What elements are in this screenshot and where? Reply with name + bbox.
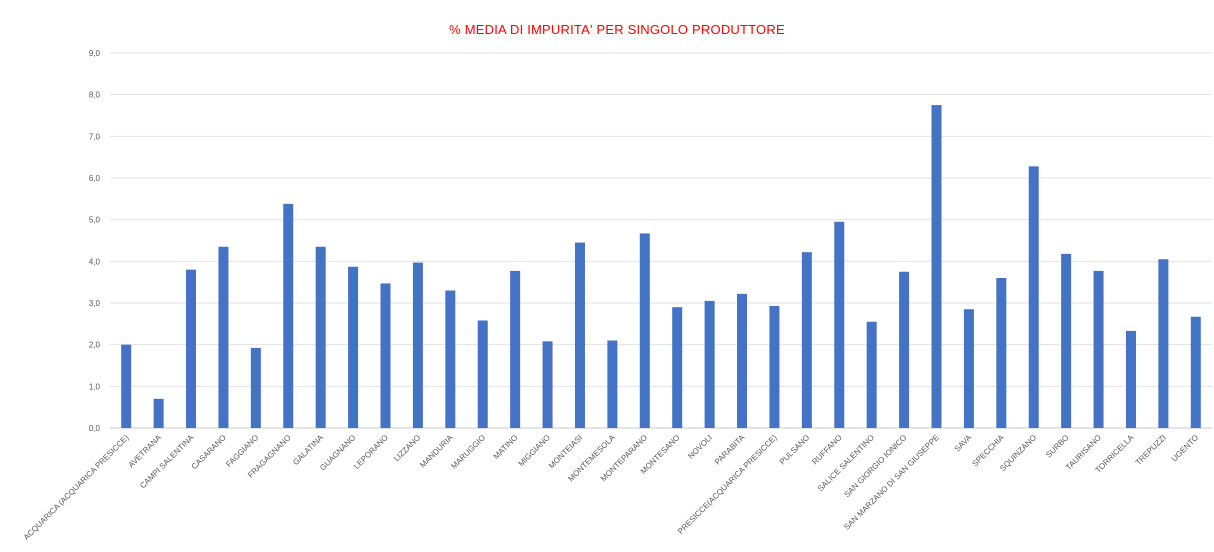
x-tick-label: SAN GIORGIO IONICO <box>842 433 908 499</box>
bar <box>445 290 456 428</box>
y-tick-label: 0,0 <box>89 424 101 433</box>
x-tick-label: ACQUARICA (ACQUARICA PRESICCE) <box>22 433 131 542</box>
bar <box>737 293 748 428</box>
bar <box>769 305 780 428</box>
y-tick-label: 3,0 <box>89 299 101 308</box>
bar <box>250 348 261 428</box>
x-tick-label: CAMPI SALENTINA <box>138 433 196 491</box>
bar <box>542 341 553 428</box>
bar <box>801 252 812 428</box>
y-tick-label: 7,0 <box>89 132 101 141</box>
y-tick-label: 1,0 <box>89 382 101 391</box>
bar <box>1093 270 1104 428</box>
x-tick-label: SURBO <box>1044 433 1070 459</box>
bar <box>704 300 715 428</box>
bar <box>1028 166 1039 429</box>
bar <box>380 283 391 428</box>
y-tick-label: 9,0 <box>89 49 101 58</box>
bar <box>1061 253 1072 428</box>
x-tick-label: LEPORANO <box>352 433 390 471</box>
bar <box>899 271 910 428</box>
bar <box>996 278 1007 428</box>
chart-title: % MEDIA DI IMPURITA' PER SINGOLO PRODUTT… <box>449 22 785 37</box>
bar <box>153 398 164 428</box>
bar <box>1190 316 1201 428</box>
y-tick-label: 6,0 <box>89 174 101 183</box>
x-tick-label: RUFFANO <box>810 433 843 466</box>
x-tick-label: SALICE SALENTINO <box>816 433 876 493</box>
x-tick-label: PARABITA <box>713 433 747 467</box>
bar <box>834 221 845 428</box>
x-tick-label: PULSANO <box>778 433 811 466</box>
x-tick-label: NOVOLI <box>686 433 714 461</box>
bar <box>412 262 423 428</box>
x-tick-label: MATINO <box>492 433 520 461</box>
x-tick-label: SAVA <box>953 433 974 454</box>
bar <box>963 309 974 428</box>
bar <box>639 233 650 428</box>
bar <box>218 246 229 428</box>
bar <box>574 242 585 428</box>
y-tick-label: 8,0 <box>89 91 101 100</box>
x-tick-label: UGENTO <box>1170 433 1200 463</box>
bar <box>1158 259 1169 428</box>
x-tick-label: TREPUZZI <box>1134 433 1168 467</box>
bar <box>1125 330 1136 428</box>
y-tick-label: 4,0 <box>89 257 101 266</box>
x-tick-label: CASARANO <box>190 433 228 471</box>
bar <box>121 344 132 428</box>
bar <box>672 307 683 428</box>
x-tick-label: LIZZANO <box>392 433 422 463</box>
bar <box>348 266 359 428</box>
bar <box>510 270 521 428</box>
y-tick-label: 5,0 <box>89 216 101 225</box>
bar <box>283 203 294 428</box>
bar <box>315 246 326 428</box>
bar <box>186 269 197 428</box>
bar <box>607 340 618 428</box>
y-tick-label: 2,0 <box>89 341 101 350</box>
bar <box>866 321 877 428</box>
x-tick-label: MARUGGIO <box>449 433 487 471</box>
bar <box>477 320 488 428</box>
x-tick-label: GALATINA <box>291 433 325 467</box>
bar <box>931 105 942 428</box>
